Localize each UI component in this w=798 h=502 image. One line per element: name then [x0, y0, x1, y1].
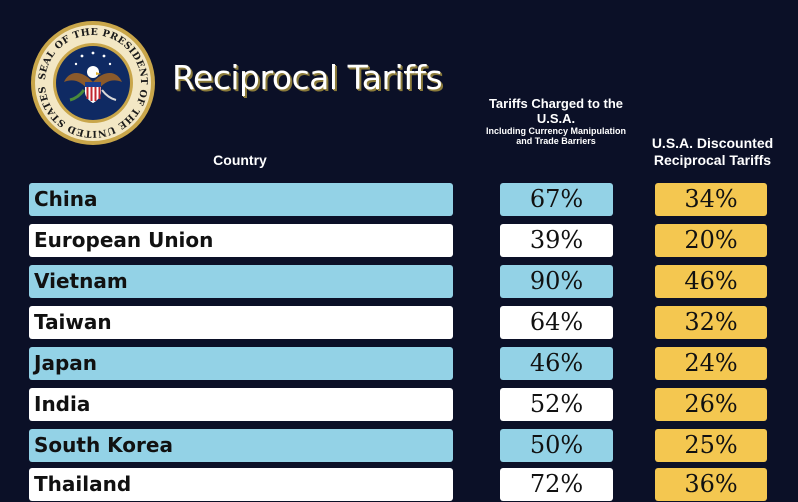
country-cell: China	[29, 183, 453, 216]
table-row: China 67% 34%	[0, 183, 798, 217]
column-header-reciprocal: U.S.A. Discounted Reciprocal Tariffs	[651, 135, 774, 168]
reciprocal-cell: 26%	[655, 388, 767, 421]
table-row: Taiwan 64% 32%	[0, 306, 798, 340]
country-cell: South Korea	[29, 429, 453, 462]
charged-cell: 50%	[500, 429, 613, 462]
table-row: Vietnam 90% 46%	[0, 265, 798, 299]
country-cell: Vietnam	[29, 265, 453, 298]
table-row: India 52% 26%	[0, 388, 798, 422]
charged-cell: 67%	[500, 183, 613, 216]
country-cell: Taiwan	[29, 306, 453, 339]
column-header-charged-title: Tariffs Charged to the U.S.A.	[488, 96, 624, 126]
charged-cell: 39%	[500, 224, 613, 257]
column-header-charged: Tariffs Charged to the U.S.A. Including …	[482, 96, 630, 147]
charged-cell: 46%	[500, 347, 613, 380]
reciprocal-cell: 32%	[655, 306, 767, 339]
country-cell: European Union	[29, 224, 453, 257]
page-title: Reciprocal Tariffs	[172, 58, 443, 97]
reciprocal-cell: 20%	[655, 224, 767, 257]
table-row: Japan 46% 24%	[0, 347, 798, 381]
country-cell: Japan	[29, 347, 453, 380]
presidential-seal-icon: SEAL OF THE PRESIDENT OF THE UNITED STAT…	[31, 21, 155, 145]
charged-cell: 72%	[500, 468, 613, 501]
reciprocal-cell: 25%	[655, 429, 767, 462]
table-row: European Union 39% 20%	[0, 224, 798, 258]
reciprocal-cell: 46%	[655, 265, 767, 298]
charged-cell: 90%	[500, 265, 613, 298]
charged-cell: 52%	[500, 388, 613, 421]
table-row: South Korea 50% 25%	[0, 429, 798, 463]
reciprocal-cell: 24%	[655, 347, 767, 380]
country-cell: Thailand	[29, 468, 453, 501]
table-row: Thailand 72% 36%	[0, 468, 798, 502]
country-cell: India	[29, 388, 453, 421]
column-header-country: Country	[213, 152, 267, 168]
reciprocal-cell: 34%	[655, 183, 767, 216]
charged-cell: 64%	[500, 306, 613, 339]
reciprocal-cell: 36%	[655, 468, 767, 501]
column-header-charged-subtitle: Including Currency Manipulation and Trad…	[485, 125, 626, 146]
